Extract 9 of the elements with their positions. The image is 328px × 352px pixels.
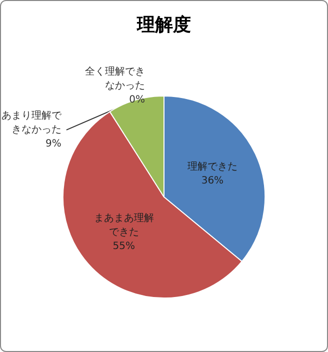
slice-label: あまり理解できなかった bbox=[1, 110, 62, 136]
slice-label: まあまあ理解できた bbox=[94, 212, 154, 238]
data-label: 55% bbox=[112, 240, 135, 252]
data-label: 36% bbox=[201, 176, 224, 187]
slice-label: 理解できた bbox=[187, 162, 238, 173]
text: 0% bbox=[129, 94, 145, 106]
chart-title: 理解度 bbox=[136, 14, 191, 36]
data-label: 9% bbox=[46, 138, 62, 150]
category-label: 全く理解できなかった bbox=[85, 66, 145, 92]
